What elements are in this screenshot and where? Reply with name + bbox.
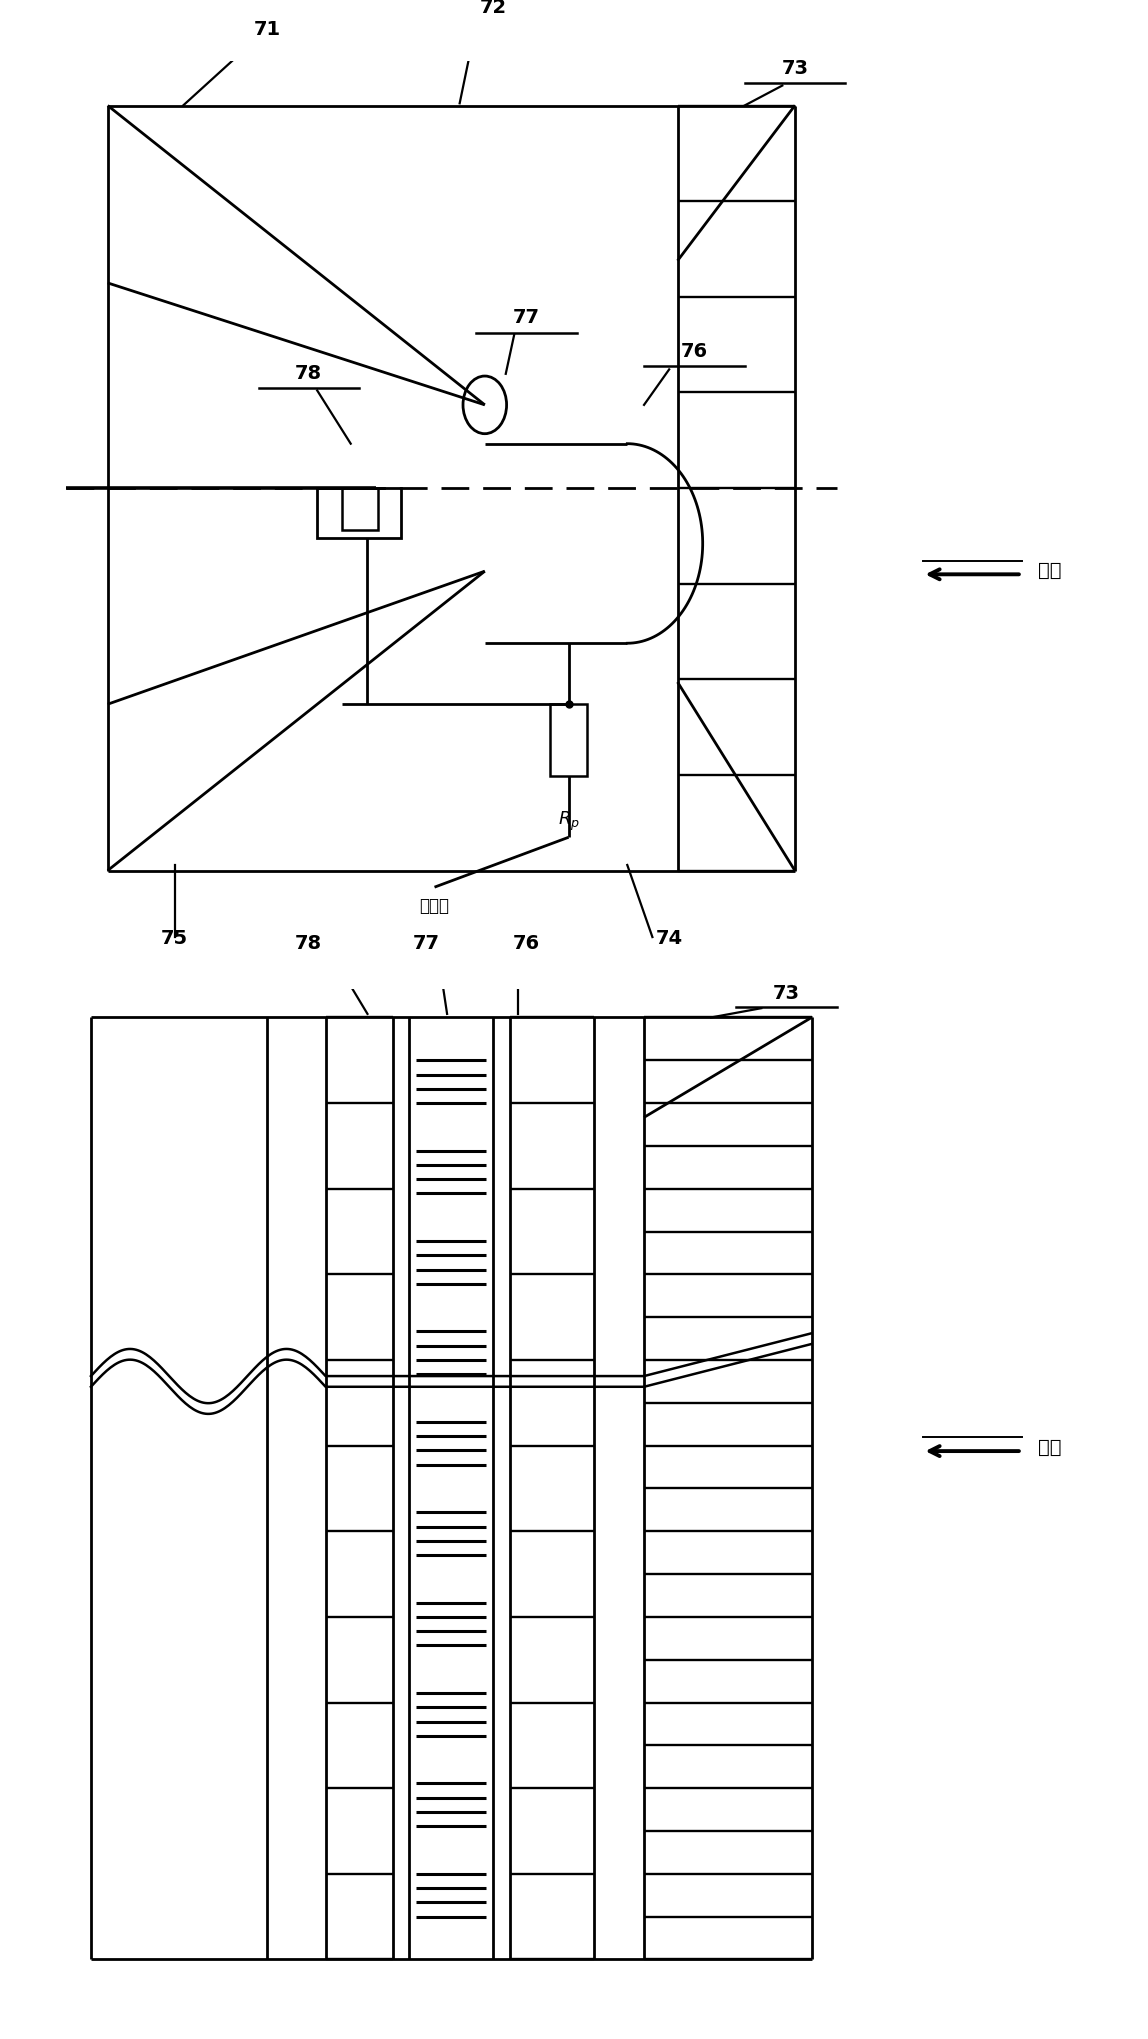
Text: 71: 71 — [254, 20, 280, 39]
Text: 73: 73 — [782, 59, 808, 77]
Text: 76: 76 — [681, 341, 708, 361]
Bar — [317, 487, 401, 538]
Bar — [550, 703, 587, 777]
Text: $R_p$: $R_p$ — [558, 809, 580, 832]
Text: 77: 77 — [412, 934, 440, 954]
Text: 75: 75 — [161, 930, 188, 948]
Text: 78: 78 — [295, 363, 323, 383]
Text: 气流: 气流 — [1038, 561, 1062, 581]
Text: 78: 78 — [295, 934, 323, 954]
Text: 73: 73 — [773, 985, 800, 1003]
Text: 72: 72 — [480, 0, 506, 16]
Text: 74: 74 — [656, 930, 683, 948]
Text: 77: 77 — [513, 308, 541, 326]
Text: 接电阻: 接电阻 — [419, 897, 450, 916]
Bar — [342, 487, 378, 530]
Text: 气流: 气流 — [1038, 1437, 1062, 1458]
Text: 76: 76 — [513, 934, 541, 954]
